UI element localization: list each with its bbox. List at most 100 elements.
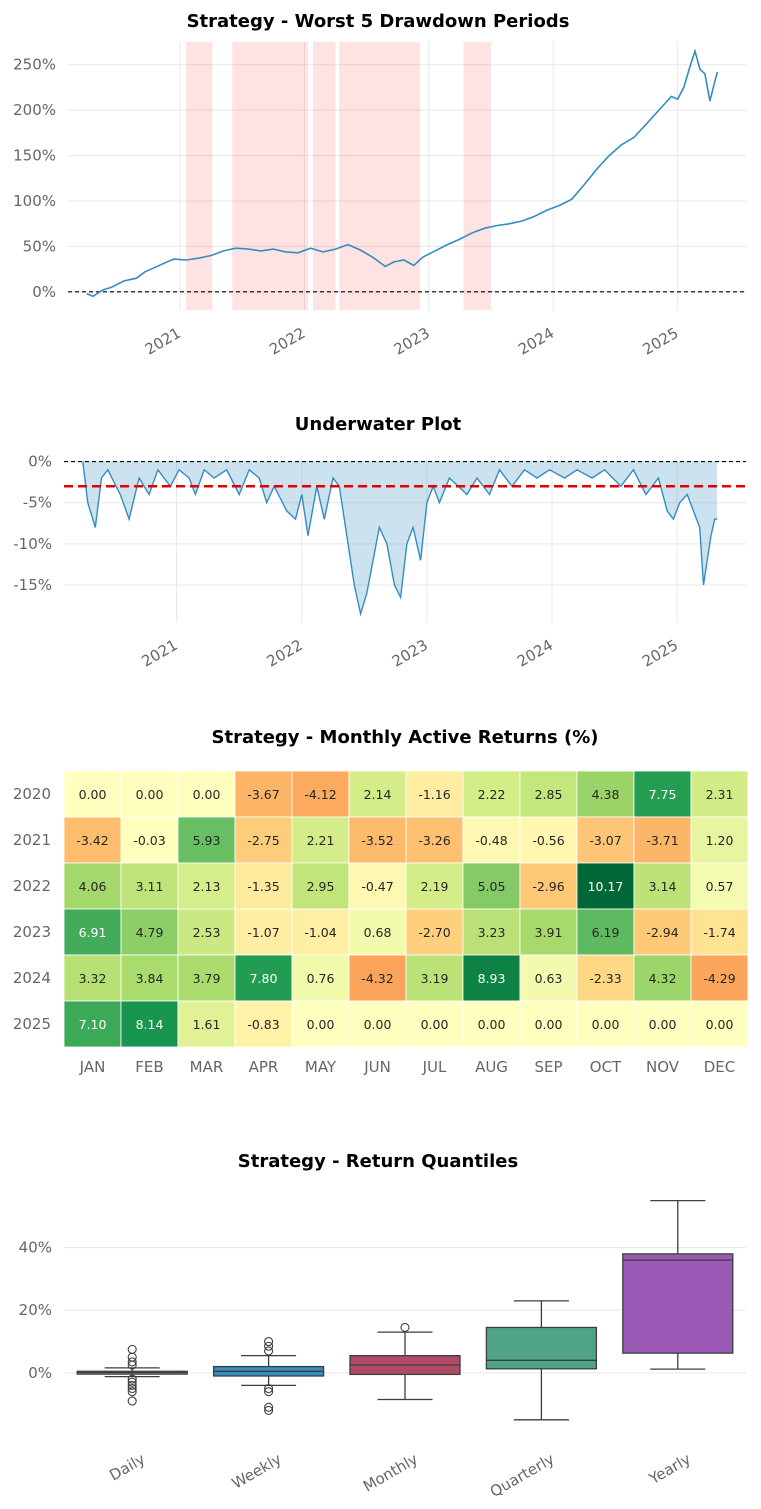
heatmap-cell-value: -2.94 — [646, 925, 678, 940]
heatmap-cell — [690, 770, 749, 818]
heatmap-cell-value: 3.91 — [535, 925, 563, 940]
heatmap-cell — [462, 816, 521, 864]
heatmap-cell — [120, 816, 179, 864]
heatmap-cell — [462, 1000, 521, 1048]
x-tick: 2025 — [639, 636, 681, 671]
heatmap-cell-value: 2.14 — [364, 787, 392, 802]
x-tick: Monthly — [360, 1450, 421, 1496]
heatmap-cell-value: 5.93 — [193, 833, 221, 848]
heatmap-cell-value: 0.00 — [79, 787, 107, 802]
x-tick: 2023 — [391, 324, 433, 359]
heatmap-cell — [120, 908, 179, 956]
heatmap-cell — [519, 816, 578, 864]
x-tick: 2025 — [640, 324, 682, 359]
heatmap-cell-value: 3.32 — [79, 971, 107, 986]
row-label: 2025 — [13, 1015, 51, 1033]
outlier-point — [127, 1344, 137, 1354]
heatmap-cell-value: 5.05 — [478, 879, 506, 894]
heatmap-cell — [348, 908, 407, 956]
heatmap-cell-value: -3.71 — [646, 833, 678, 848]
row-label: 2023 — [13, 923, 51, 941]
outlier-point — [127, 1380, 137, 1390]
heatmap-cell — [405, 816, 464, 864]
heatmap-cell-value: 4.79 — [136, 925, 164, 940]
row-label: 2020 — [13, 785, 51, 803]
quantiles-y-ticks: 0% 20% 40% — [19, 1239, 52, 1382]
heatmap-cell — [348, 816, 407, 864]
heatmap-cell-value: -1.35 — [247, 879, 279, 894]
x-tick: 2022 — [264, 636, 306, 671]
column-label: DEC — [704, 1058, 736, 1076]
return-quantiles-chart: Strategy - Return Quantiles 0% 20% 40% D… — [19, 1151, 746, 1501]
outlier-point — [264, 1383, 274, 1394]
heatmap-cell — [405, 862, 464, 910]
heatmap-cell — [291, 908, 350, 956]
heatmap-cell — [63, 1000, 122, 1048]
column-label: FEB — [135, 1058, 163, 1076]
outlier-point — [127, 1352, 137, 1362]
underwater-area — [82, 461, 718, 614]
heatmap-cell — [576, 908, 635, 956]
heatmap-cell-value: 2.22 — [478, 787, 506, 802]
heatmap-cell-value: 0.68 — [364, 925, 392, 940]
column-label: AUG — [475, 1058, 508, 1076]
drawdown-period — [186, 42, 213, 310]
heatmap-cell-value: -1.16 — [418, 787, 450, 802]
heatmap-cell-value: -1.07 — [247, 925, 279, 940]
heatmap-cell — [120, 862, 179, 910]
heatmap-cell-value: -2.75 — [247, 833, 279, 848]
heatmap-cell-value: 4.06 — [79, 879, 107, 894]
heatmap-cell-value: -0.03 — [133, 833, 165, 848]
heatmap-cell — [120, 770, 179, 818]
heatmap-cell-value: 0.00 — [706, 1017, 734, 1032]
heatmap-cell-value: 2.53 — [193, 925, 221, 940]
drawdown-shaded-periods — [186, 42, 491, 310]
heatmap-cell — [348, 862, 407, 910]
column-label: JAN — [79, 1058, 106, 1076]
quantiles-x-ticks: Daily Weekly Monthly Quarterly Yearly — [106, 1450, 694, 1501]
heatmap-cell — [633, 770, 692, 818]
heatmap-cell-value: 1.20 — [706, 833, 734, 848]
y-tick: 200% — [13, 101, 56, 119]
heatmap-cell — [633, 1000, 692, 1048]
x-tick: 2023 — [389, 636, 431, 671]
y-tick: -15% — [13, 576, 52, 594]
box-iqr — [485, 1326, 598, 1370]
heatmap-cell — [690, 816, 749, 864]
heatmap-cell-value: 3.14 — [649, 879, 677, 894]
underwater-x-ticks: 2021 2022 2023 2024 2025 — [139, 636, 682, 671]
y-tick: 20% — [19, 1301, 52, 1319]
heatmap-cell — [690, 954, 749, 1002]
heatmap-cell — [234, 1000, 293, 1048]
underwater-chart: Underwater Plot 0% -5% -10% -15% 2021 20… — [13, 414, 746, 671]
cumulative-return-line — [86, 48, 719, 298]
heatmap-cell-value: 2.31 — [706, 787, 734, 802]
heatmap-cell — [576, 862, 635, 910]
heatmap-cell-value: 0.63 — [535, 971, 563, 986]
column-label: MAY — [305, 1058, 337, 1076]
column-label: MAR — [190, 1058, 224, 1076]
drawdown-y-ticks: 0% 50% 100% 150% 200% 250% — [13, 56, 56, 301]
drawdown-period — [313, 42, 336, 310]
heatmap-cell-value: -0.56 — [532, 833, 564, 848]
heatmap-cell — [63, 862, 122, 910]
heatmap-cells: 0.00 0.00 0.00 -3.67 -4.12 2.14 -1.16 2.22 2.85 4… — [63, 770, 749, 1048]
heatmap-cell — [177, 954, 236, 1002]
heatmap-cell — [405, 1000, 464, 1048]
heatmap-cell-value: 7.75 — [649, 787, 677, 802]
heatmap-cell — [690, 862, 749, 910]
heatmap-cell — [63, 954, 122, 1002]
heatmap-cell-value: -0.47 — [361, 879, 393, 894]
y-tick: 0% — [28, 453, 52, 471]
heatmap-cell-value: -2.70 — [418, 925, 450, 940]
x-tick: Daily — [106, 1450, 148, 1485]
heatmap-cell-value: 7.10 — [79, 1017, 107, 1032]
heatmap-cell — [462, 908, 521, 956]
heatmap-cell-value: 8.93 — [478, 971, 506, 986]
heatmap-cell-value: 1.61 — [193, 1017, 221, 1032]
heatmap-cell — [348, 1000, 407, 1048]
heatmap-cell — [462, 770, 521, 818]
heatmap-column-labels: JAN FEB MAR APR MAY JUN JUL AUG SEP OCT … — [79, 1058, 736, 1076]
heatmap-cell-value: 0.00 — [136, 787, 164, 802]
